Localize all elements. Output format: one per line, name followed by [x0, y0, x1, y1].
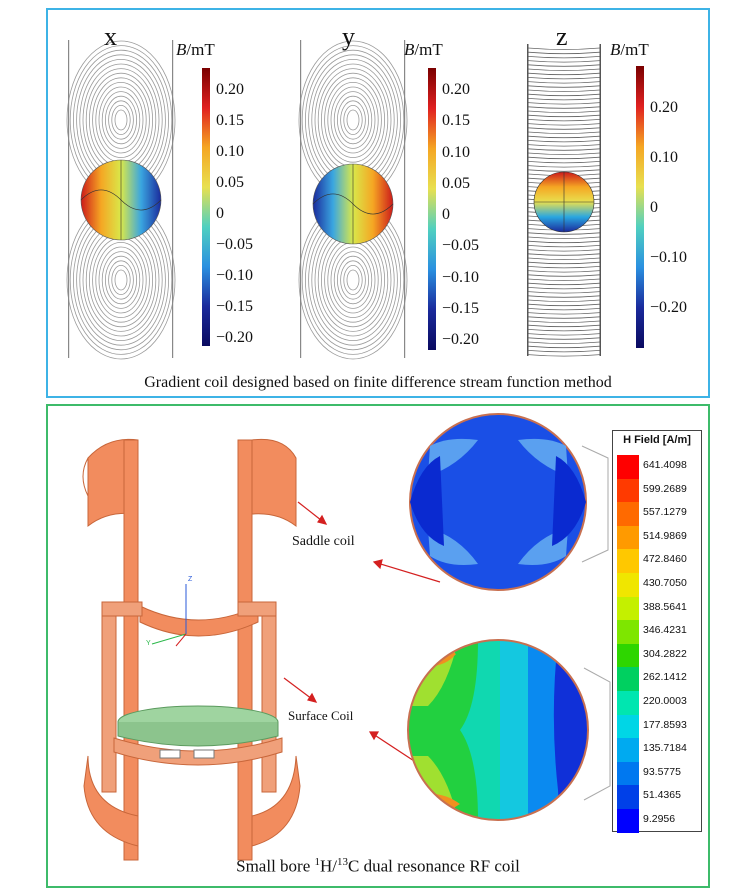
h-field-legend: H Field [A/m] 641.4098 599.2689 557.1279 51… — [612, 430, 702, 833]
colorbar-tick: 0.20 — [442, 81, 470, 98]
legend-value: 51.4365 — [643, 789, 681, 802]
saddle-coil-label: Saddle coil — [292, 534, 355, 549]
colorbar-z — [636, 66, 644, 348]
coil-x-unit: B/mT — [176, 40, 215, 59]
colorbar-y — [428, 68, 436, 350]
surface-field-map — [407, 639, 611, 821]
colorbar-x — [202, 68, 210, 346]
coil-z-figure — [526, 44, 602, 357]
legend-value: 472.8460 — [643, 553, 687, 566]
legend-value: 220.0003 — [643, 695, 687, 707]
legend-swatch — [617, 667, 639, 691]
legend-swatch — [617, 525, 639, 550]
legend-swatch — [617, 478, 639, 503]
legend-swatch — [617, 502, 639, 526]
bottom-caption: Small bore 1H/13C dual resonance RF coil — [236, 856, 520, 876]
legend-value: 93.5775 — [643, 765, 681, 778]
axis-y-label: Y — [146, 640, 151, 647]
legend-value: 388.5641 — [643, 600, 687, 613]
legend-swatch — [617, 738, 639, 762]
colorbar-tick: −0.05 — [442, 237, 480, 255]
rf-coil-panel: Saddle coil Surface Coil Z Y H Field [A/… — [46, 404, 710, 888]
coil-y-unit: B/mT — [404, 40, 443, 59]
coil-x-label: x — [104, 22, 117, 51]
axis-triad — [151, 584, 187, 647]
coil-z-unit: B/mT — [610, 40, 649, 59]
legend-value: 135.7184 — [643, 742, 687, 755]
legend-swatch — [617, 549, 639, 573]
colorbar-tick: −0.05 — [216, 236, 254, 253]
colorbar-tick: 0 — [216, 205, 224, 222]
gradient-coil-panel: x B/mT 0.20 0.15 0.10 0.05 0 −0.05 −0.10 −0.15 −… — [46, 8, 710, 398]
colorbar-tick: 0 — [442, 206, 450, 223]
legend-swatch — [617, 620, 639, 644]
colorbar-tick: −0.20 — [650, 299, 688, 316]
colorbar-tick: 0.20 — [650, 99, 678, 116]
colorbar-tick: −0.15 — [216, 298, 254, 315]
legend-value: 557.1279 — [643, 506, 687, 519]
axis-z-label: Z — [188, 576, 193, 583]
colorbar-tick: −0.20 — [442, 331, 480, 348]
coil-z-label: z — [556, 22, 568, 51]
colorbar-tick: 0.15 — [442, 112, 470, 130]
legend-value: 262.1412 — [643, 671, 687, 684]
colorbar-tick: 0.10 — [650, 149, 678, 166]
legend-value: 177.8593 — [643, 718, 687, 731]
colorbar-tick: −0.20 — [216, 329, 254, 346]
legend-swatch — [617, 596, 639, 621]
legend-value: 599.2689 — [643, 482, 687, 495]
legend-swatch — [617, 761, 639, 786]
colorbar-tick: −0.10 — [442, 268, 480, 286]
rf-coil-drawing — [82, 413, 611, 861]
colorbar-tick: −0.10 — [216, 267, 254, 284]
legend-value: 430.7050 — [643, 577, 687, 589]
coil-y-drawing — [298, 40, 408, 360]
colorbar-tick: 0.15 — [216, 112, 244, 129]
coil-z-drawing — [527, 44, 601, 357]
colorbar-tick: 0.20 — [216, 81, 244, 98]
colorbar-tick: 0.10 — [442, 143, 470, 161]
colorbar-tick: −0.10 — [650, 249, 688, 266]
saddle-field-map — [409, 413, 609, 591]
colorbar-tick: 0 — [650, 199, 658, 216]
colorbar-tick: 0.10 — [216, 143, 244, 160]
coil-x-drawing — [66, 40, 176, 360]
legend-swatch — [617, 691, 639, 715]
colorbar-tick: 0.05 — [442, 174, 470, 192]
legend-value: 641.4098 — [643, 459, 687, 471]
legend-title: H Field [A/m] — [623, 434, 691, 446]
surface-coil-label: Surface Coil — [288, 708, 354, 723]
legend-value: 514.9869 — [643, 529, 687, 542]
legend-swatch — [617, 714, 639, 739]
coil-x-figure — [66, 40, 176, 360]
surface-coil-shape — [101, 601, 283, 793]
colorbar-tick: 0.05 — [216, 174, 244, 191]
legend-swatch — [617, 809, 639, 833]
coil-y-label: y — [342, 22, 355, 51]
legend-value: 346.4231 — [643, 624, 687, 637]
legend-value: 304.2822 — [643, 647, 687, 660]
coil-y-figure — [298, 40, 408, 360]
legend-value: 9.2956 — [643, 813, 676, 825]
legend-swatch — [617, 455, 639, 479]
colorbar-tick: −0.15 — [442, 299, 480, 317]
legend-swatch — [617, 573, 639, 597]
top-caption: Gradient coil designed based on finite d… — [144, 374, 612, 391]
legend-swatch — [617, 785, 639, 809]
legend-swatch — [617, 643, 639, 668]
